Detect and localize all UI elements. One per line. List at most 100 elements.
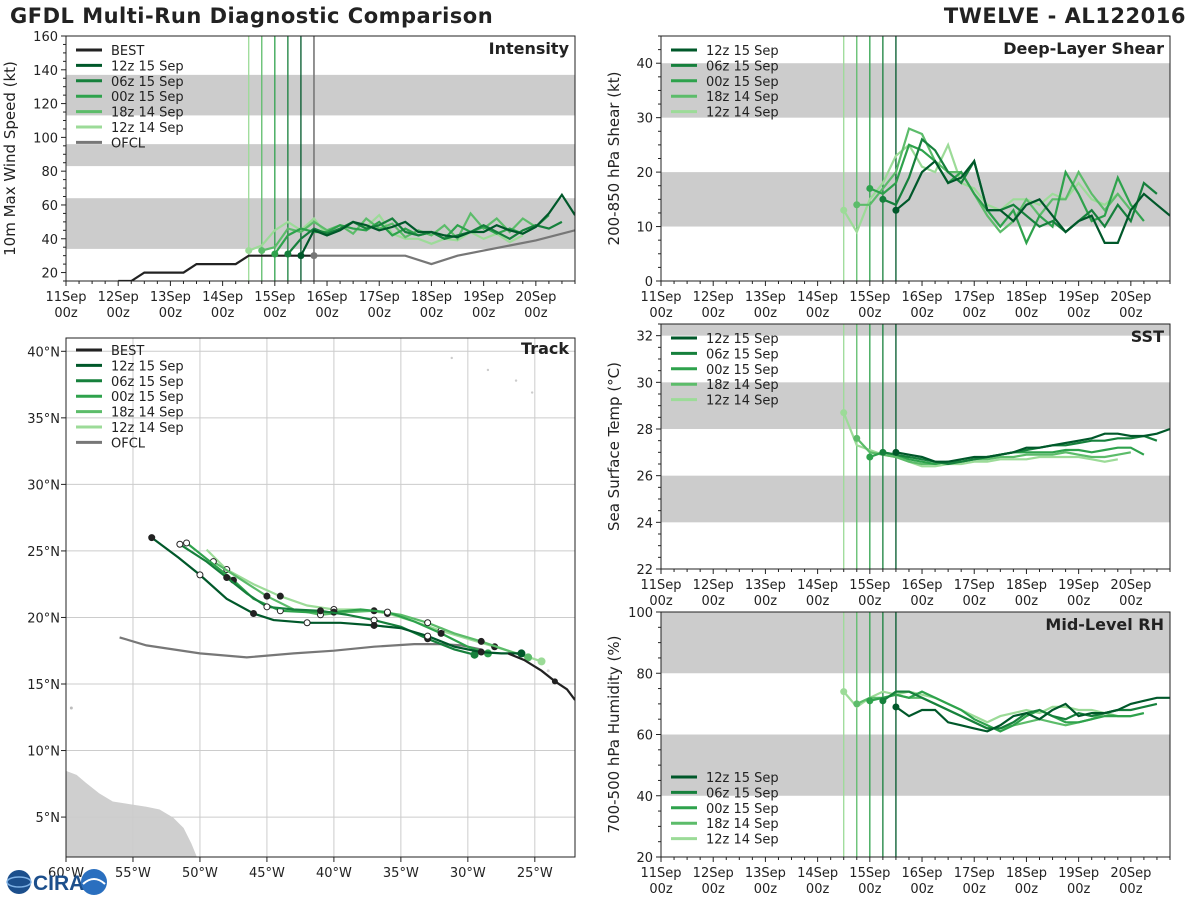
rh-xtick-date: 17Sep	[954, 866, 995, 881]
track-legend-label: OFCL	[111, 436, 146, 451]
shear-series-marker	[879, 195, 887, 203]
storm-title: TWELVE - AL122016	[943, 4, 1186, 28]
rh-panel: 20 40 60 80 100 700-500 hPa Humidity (%) 11Sep…	[605, 606, 1171, 897]
shear-xtick-date: 12Sep	[693, 290, 734, 305]
shear-series-line	[895, 158, 1170, 244]
rh-xtick-hour: 00z	[858, 882, 882, 897]
intensity-series-marker	[284, 250, 292, 258]
sst-series-marker	[840, 409, 848, 417]
rh-xtick-hour: 00z	[806, 882, 830, 897]
intensity-xtick-date: 17Sep	[359, 290, 400, 305]
track-series-line	[151, 536, 522, 655]
intensity-series-line	[287, 217, 563, 255]
rh-xtick-hour: 00z	[963, 882, 987, 897]
shear-series-line	[882, 137, 1158, 234]
rh-series-marker	[892, 703, 900, 711]
rh-legend-label: 06z 15 Sep	[706, 786, 779, 801]
sst-series-marker	[879, 448, 887, 456]
sst-band	[661, 324, 1170, 336]
intensity-legend-label: OFCL	[111, 136, 146, 151]
track-series-start	[537, 657, 546, 666]
rh-xtick-date: 11Sep	[640, 866, 681, 881]
sst-xtick-date: 12Sep	[693, 578, 734, 593]
track-day-marker	[437, 629, 445, 637]
track-day-marker	[196, 571, 204, 579]
shear-band	[661, 63, 1170, 118]
rh-xtick-hour: 00z	[1067, 882, 1091, 897]
track-day-marker	[424, 619, 432, 627]
intensity-xtick-date: 12Sep	[98, 290, 139, 305]
track-legend-label: 00z 15 Sep	[111, 390, 184, 405]
intensity-ytick-label: 60	[41, 199, 58, 214]
intensity-legend-label: 18z 14 Sep	[111, 106, 184, 121]
rh-plot-area	[661, 612, 1170, 857]
track-day-marker	[276, 592, 284, 600]
track-plot-area	[66, 338, 575, 857]
intensity-xtick-hour: 00z	[107, 306, 131, 321]
intensity-xtick-hour: 00z	[472, 306, 496, 321]
intensity-band	[66, 198, 575, 249]
intensity-series-marker	[271, 250, 279, 258]
rh-legend-label: 00z 15 Sep	[706, 802, 779, 817]
sst-band	[661, 475, 1170, 523]
intensity-ytick-label: 80	[41, 165, 58, 180]
shear-xtick-hour: 00z	[1015, 306, 1039, 321]
sst-xtick-hour: 00z	[1119, 594, 1143, 609]
shear-xtick-date: 13Sep	[745, 290, 786, 305]
logo-text: CIRA	[33, 872, 84, 895]
shear-xtick-hour: 00z	[649, 306, 673, 321]
sst-legend-label: 00z 15 Sep	[706, 363, 779, 378]
rh-xtick-hour: 00z	[910, 882, 934, 897]
sst-ytick-label: 26	[636, 470, 653, 485]
shear-xtick-hour: 00z	[1067, 306, 1091, 321]
shear-xtick-date: 16Sep	[902, 290, 943, 305]
sst-xtick-hour: 00z	[754, 594, 778, 609]
shear-xtick-date: 18Sep	[1006, 290, 1047, 305]
track-legend-label: 18z 14 Sep	[111, 406, 184, 421]
track-series-start	[524, 653, 533, 662]
track-title: Track	[521, 339, 569, 358]
shear-series-marker	[853, 201, 861, 209]
intensity-series-line	[299, 192, 575, 257]
intensity-panel: 20 40 60 80 100 120 140 160 10m Max Wind Speed (…	[1, 30, 576, 321]
intensity-xtick-hour: 00z	[420, 306, 444, 321]
sst-series-marker	[853, 434, 861, 442]
track-ytick-label: 20°N	[27, 611, 60, 626]
rh-xtick-hour: 00z	[649, 882, 673, 897]
shear-xtick-hour: 00z	[754, 306, 778, 321]
island-marker	[486, 368, 490, 372]
shear-ytick-label: 10	[636, 221, 653, 236]
globe-icon	[7, 870, 31, 894]
track-day-marker	[303, 619, 311, 627]
track-day-marker	[263, 592, 271, 600]
sst-legend-label: 18z 14 Sep	[706, 378, 779, 393]
shear-series-line	[842, 142, 1119, 235]
track-day-marker	[148, 534, 156, 542]
sst-series-marker	[866, 453, 874, 461]
shear-xtick-date: 14Sep	[797, 290, 838, 305]
intensity-xtick-date: 11Sep	[45, 290, 86, 305]
island-marker	[514, 379, 518, 382]
rh-title: Mid-Level RH	[1045, 615, 1164, 634]
intensity-ylabel: 10m Max Wind Speed (kt)	[1, 61, 19, 256]
track-day-marker	[183, 539, 191, 547]
rh-ytick-label: 100	[628, 606, 653, 621]
shear-series-marker	[892, 206, 900, 214]
shear-legend-label: 06z 15 Sep	[706, 59, 779, 74]
intensity-xtick-date: 20Sep	[515, 290, 556, 305]
intensity-legend-label: 12z 14 Sep	[111, 121, 184, 136]
shear-legend-label: 00z 15 Sep	[706, 75, 779, 90]
shear-xtick-hour: 00z	[963, 306, 987, 321]
shear-xtick-hour: 00z	[1119, 306, 1143, 321]
shear-ytick-label: 0	[645, 275, 653, 290]
track-ytick-label: 30°N	[27, 478, 60, 493]
sst-legend-label: 06z 15 Sep	[706, 347, 779, 362]
sst-xtick-hour: 00z	[806, 594, 830, 609]
shear-xtick-date: 17Sep	[954, 290, 995, 305]
intensity-band	[66, 74, 575, 116]
nesdis-seal-icon	[81, 869, 107, 895]
intensity-xtick-hour: 00z	[368, 306, 392, 321]
track-xtick-label: 60°W	[48, 866, 84, 881]
